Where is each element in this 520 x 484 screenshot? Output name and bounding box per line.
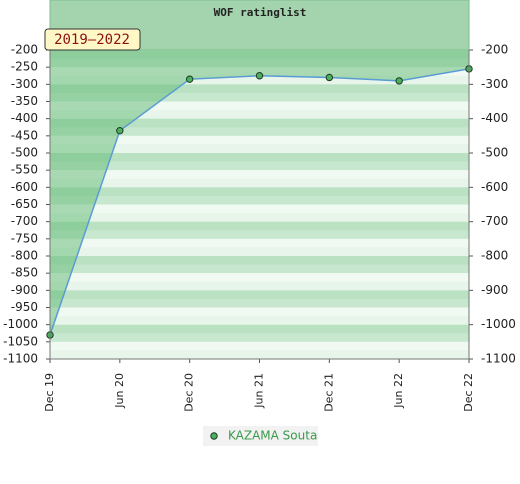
y-tick-label: -250 <box>11 60 38 74</box>
x-tick-label: Jun 22 <box>392 373 405 409</box>
y2-tick-label: -700 <box>481 214 508 228</box>
x-tick-label: Dec 20 <box>183 373 196 412</box>
stripe-shade <box>50 178 469 188</box>
stripe-shade <box>50 110 469 119</box>
y2-tick-label: -200 <box>481 43 508 57</box>
stripe-shade <box>50 298 469 308</box>
point <box>395 77 403 85</box>
point <box>325 73 334 82</box>
point <box>185 75 194 83</box>
stripe-shade <box>50 350 469 359</box>
y-tick-label: -200 <box>11 43 38 57</box>
y-tick-label: -600 <box>11 180 38 194</box>
stripe-shade <box>50 247 469 256</box>
stripe-shade <box>50 92 469 102</box>
y-tick-label: -800 <box>11 249 38 263</box>
stripe-shade <box>50 75 469 85</box>
stripe-shade <box>50 213 469 222</box>
y-tick-label: -900 <box>11 283 38 297</box>
stripe-shade <box>50 127 469 136</box>
annotation-box <box>44 28 141 51</box>
x-tick-label: Jun 21 <box>253 373 266 409</box>
legend-label: KAZAMA Souta <box>228 429 317 443</box>
stripe-shade <box>50 230 469 239</box>
y2-tick-label: -900 <box>481 283 508 297</box>
chart-title: WOF ratinglist <box>214 6 307 19</box>
y-tick-label: -350 <box>11 94 38 108</box>
stripe-shade <box>50 144 469 153</box>
y2-tick-label: -300 <box>481 77 508 91</box>
point <box>116 126 124 135</box>
y-tick-label: -500 <box>11 146 38 160</box>
y-tick-label: -450 <box>11 128 38 142</box>
stripe-shade <box>50 264 469 274</box>
stripe-shade <box>50 333 469 342</box>
y-tick-label: -950 <box>11 300 38 314</box>
stripe-shade <box>50 195 469 205</box>
x-tick-label: Jun 20 <box>113 373 126 409</box>
y-tick-label: -1000 <box>3 317 38 331</box>
y-tick-label: -1050 <box>3 334 38 348</box>
y-tick-label: -300 <box>11 77 38 91</box>
y-tick-label: -550 <box>11 163 38 177</box>
stripe-shade <box>50 281 469 291</box>
y2-tick-label: -1000 <box>481 317 516 331</box>
x-tick-label: Dec 22 <box>462 373 475 412</box>
x-tick-label: Dec 21 <box>322 373 335 412</box>
y-tick-label: -400 <box>11 111 38 125</box>
y2-tick-label: -400 <box>481 111 508 125</box>
annotation: 2019–2022 <box>54 32 130 48</box>
y2-tick-label: -600 <box>481 180 508 194</box>
legend-marker <box>210 432 218 440</box>
legend-box <box>203 426 318 446</box>
stripe-shade <box>50 316 469 325</box>
y-tick-label: -700 <box>11 214 38 228</box>
y-tick-label: -650 <box>11 197 38 211</box>
y2-tick-label: -500 <box>481 146 508 160</box>
stripe-shade <box>50 161 469 171</box>
y-tick-label: -850 <box>11 266 38 280</box>
y2-tick-label: -1100 <box>481 352 516 366</box>
area <box>50 50 469 335</box>
y2-tick-label: -800 <box>481 249 508 263</box>
y-tick-label: -750 <box>11 231 38 245</box>
point <box>255 72 264 80</box>
y-tick-label: -1100 <box>3 352 38 366</box>
x-tick-label: Dec 19 <box>43 373 56 412</box>
